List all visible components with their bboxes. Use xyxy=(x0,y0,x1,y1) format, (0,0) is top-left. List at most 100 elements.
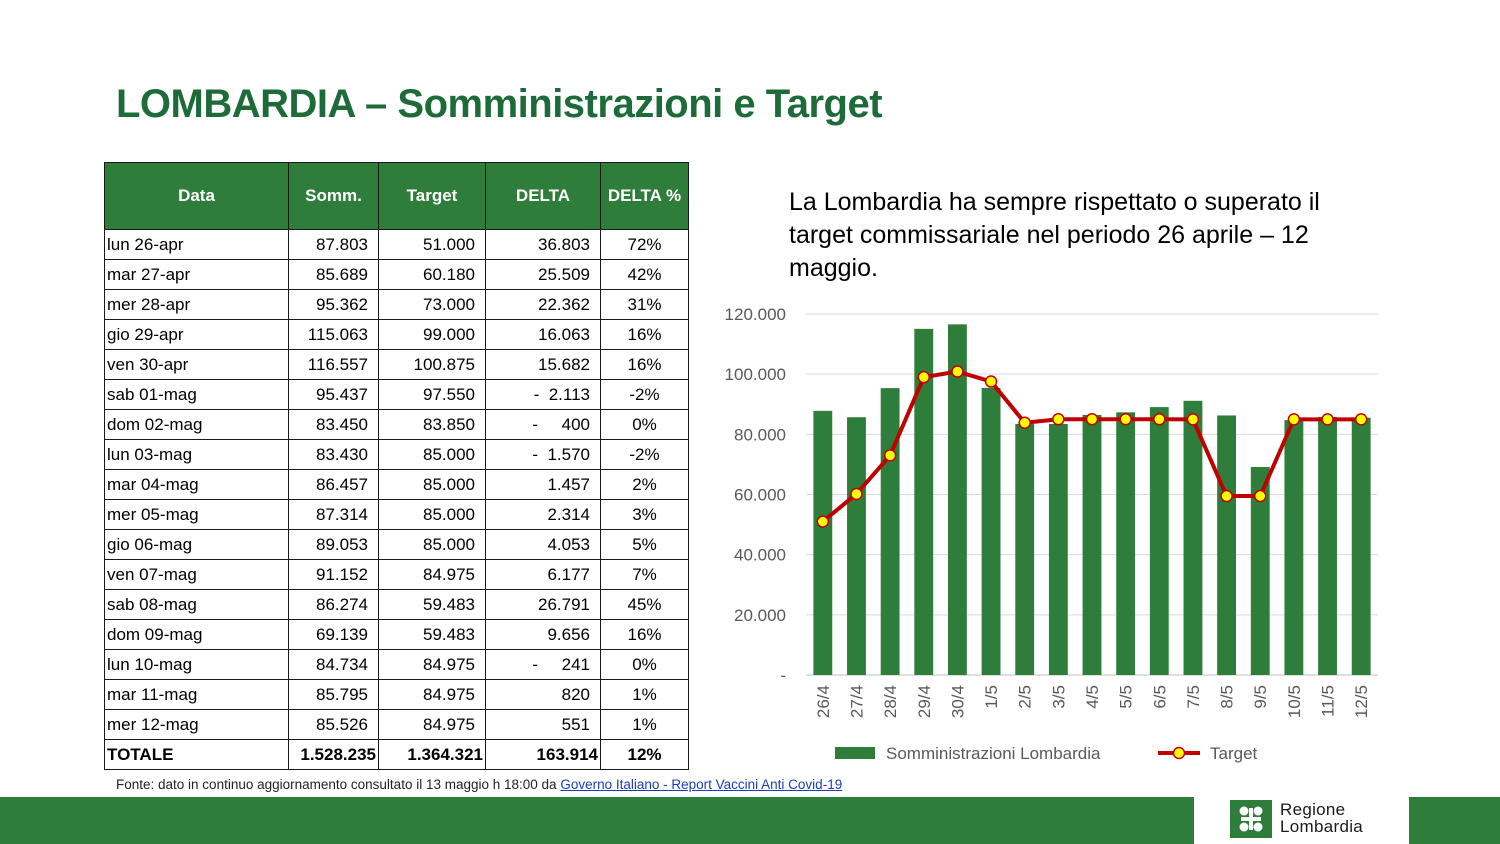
table-cell: 26.791 xyxy=(485,589,601,620)
target-point xyxy=(1354,413,1368,426)
table-row: ven 30-apr 116.557 100.875 15.682 16% xyxy=(104,349,689,380)
table-cell: sab 01-mag xyxy=(104,379,289,410)
table-row: lun 26-apr 87.803 51.000 36.803 72% xyxy=(104,229,689,260)
x-tick-label: 7/5 xyxy=(1184,685,1203,709)
bar xyxy=(880,388,900,675)
table-row: dom 02-mag 83.450 83.850- 400 0% xyxy=(104,409,689,440)
table-cell: 36.803 xyxy=(485,229,601,260)
target-point xyxy=(1321,413,1334,426)
source-prefix: Fonte: dato in continuo aggiornamento co… xyxy=(116,777,561,792)
table-cell: 16.063 xyxy=(485,319,601,350)
table-cell: mer 12-mag xyxy=(104,709,289,740)
x-tick-label: 29/4 xyxy=(915,685,934,718)
table-cell: ven 30-apr xyxy=(104,349,289,380)
legend-label-target: Target xyxy=(1210,744,1258,763)
table-row: dom 09-mag 69.139 59.483 9.656 16% xyxy=(104,619,689,650)
table-cell: gio 29-apr xyxy=(104,319,289,350)
x-tick-label: 3/5 xyxy=(1049,685,1068,709)
table-row: gio 06-mag 89.053 85.000 4.053 5% xyxy=(104,529,689,560)
table-cell: 5% xyxy=(600,529,689,560)
table-cell: 1% xyxy=(600,709,689,740)
bar xyxy=(947,324,967,675)
target-point xyxy=(951,365,964,378)
chart-gridlines xyxy=(806,313,1378,676)
table-cell: 95.362 xyxy=(288,289,379,320)
table-cell: 87.803 xyxy=(288,229,379,260)
bar xyxy=(1351,417,1371,675)
x-tick-label: 1/5 xyxy=(982,685,1001,709)
table-cell: 91.152 xyxy=(288,559,379,590)
table-cell: 116.557 xyxy=(288,349,379,380)
table-cell: 3% xyxy=(600,499,689,530)
chart-x-ticks: 26/4 27/4 28/4 29/4 30/4 1/5 2/5 3/5 4/5 5/5 6/5 7/… xyxy=(814,685,1371,718)
logo-text: Regione Lombardia xyxy=(1280,801,1363,835)
vaccination-table: Data Somm. Target DELTA DELTA % lun 26-apr 87… xyxy=(104,162,689,770)
table-cell: 0% xyxy=(600,649,689,680)
bar xyxy=(1183,400,1203,675)
x-tick-label: 9/5 xyxy=(1251,685,1270,709)
bar xyxy=(847,417,866,675)
x-tick-label: 6/5 xyxy=(1150,685,1169,709)
table-cell: 16% xyxy=(600,349,689,380)
table-cell: 69.139 xyxy=(288,619,379,650)
table-cell: 820 xyxy=(485,679,601,710)
target-point xyxy=(850,487,863,501)
table-cell: 42% xyxy=(600,259,689,290)
table-body: lun 26-apr 87.803 51.000 36.803 72% mar 27-ap… xyxy=(104,229,689,770)
table-total-cell: TOTALE xyxy=(104,739,289,770)
table-cell: 16% xyxy=(600,619,689,650)
table-cell: mar 27-apr xyxy=(104,259,289,290)
target-point xyxy=(1287,413,1301,426)
table-cell: dom 02-mag xyxy=(104,409,289,440)
table-cell: 2.314 xyxy=(485,499,601,530)
table-total-cell: 163.914 xyxy=(485,739,601,770)
table-cell: sab 08-mag xyxy=(104,589,289,620)
table-row: lun 10-mag 84.734 84.975- 241 0% xyxy=(104,649,689,680)
chart-y-ticks: - 20.000 40.000 60.000 80.000 100.000 120.000 xyxy=(725,305,786,685)
table-cell: 2% xyxy=(600,469,689,500)
target-point xyxy=(1253,489,1267,503)
footer-bar-left xyxy=(0,797,1194,844)
table-header-cell: Target xyxy=(378,162,486,230)
y-tick-label: 40.000 xyxy=(734,546,786,565)
x-tick-label: 28/4 xyxy=(881,685,900,718)
table-cell: 1% xyxy=(600,679,689,710)
chart-target-line xyxy=(816,365,1368,528)
table-cell: 59.483 xyxy=(378,619,486,650)
table-cell: 73.000 xyxy=(378,289,486,320)
target-point xyxy=(816,515,830,528)
target-point xyxy=(1119,413,1132,426)
table-cell: 72% xyxy=(600,229,689,260)
table-cell: 89.053 xyxy=(288,529,379,560)
bar xyxy=(813,410,833,675)
table-row: mer 12-mag 85.526 84.975 551 1% xyxy=(104,709,689,740)
legend-label-bars: Somministrazioni Lombardia xyxy=(886,744,1101,763)
table-cell: 84.975 xyxy=(378,709,486,740)
table-cell: mer 28-apr xyxy=(104,289,289,320)
table-cell: 9.656 xyxy=(485,619,601,650)
table-cell: 45% xyxy=(600,589,689,620)
table-row: mer 05-mag 87.314 85.000 2.314 3% xyxy=(104,499,689,530)
table-cell: lun 10-mag xyxy=(104,649,289,680)
page-title: LOMBARDIA – Somministrazioni e Target xyxy=(116,82,883,126)
source-link[interactable]: Governo Italiano - Report Vaccini Anti C… xyxy=(560,777,843,792)
table-cell: 83.430 xyxy=(288,439,379,470)
target-point xyxy=(917,370,931,384)
bar xyxy=(1149,407,1169,675)
regione-lombardia-logo: Regione Lombardia xyxy=(1230,798,1400,840)
legend-bar-swatch xyxy=(835,747,875,759)
x-tick-label: 27/4 xyxy=(847,685,866,718)
target-point xyxy=(1220,489,1233,503)
logo-mark-icon xyxy=(1230,800,1272,838)
table-cell: 83.850 xyxy=(378,409,486,440)
table-row: mar 11-mag 85.795 84.975 820 1% xyxy=(104,679,689,710)
x-tick-label: 2/5 xyxy=(1016,685,1035,709)
table-cell: 551 xyxy=(485,709,601,740)
y-tick-label: 20.000 xyxy=(734,606,786,625)
table-row: sab 08-mag 86.274 59.483 26.791 45% xyxy=(104,589,689,620)
y-tick-label: 80.000 xyxy=(734,425,786,444)
table-header-cell: Data xyxy=(104,162,289,230)
table-cell: 51.000 xyxy=(378,229,486,260)
y-tick-label: 60.000 xyxy=(734,486,786,505)
table-cell: 0% xyxy=(600,409,689,440)
